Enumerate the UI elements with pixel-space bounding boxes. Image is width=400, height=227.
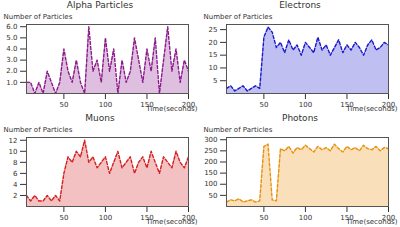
svg-text:15: 15 [209,51,218,59]
svg-text:6: 6 [13,170,18,178]
svg-text:5.0: 5.0 [6,34,17,42]
svg-text:50: 50 [259,214,268,222]
svg-text:100: 100 [99,101,112,109]
svg-text:10: 10 [9,148,18,156]
html-text:Alpha Particles: Alpha Particles [66,0,134,10]
svg-text:Number of Particles: Number of Particles [4,13,73,21]
svg-text:4.0: 4.0 [6,45,17,53]
svg-text:Number of Particles: Number of Particles [4,126,73,134]
svg-text:250: 250 [204,147,217,155]
html-text:Electrons: Electrons [279,0,321,10]
svg-text:8: 8 [13,159,17,167]
svg-text:5: 5 [213,77,217,85]
svg-text:Time(seconds): Time(seconds) [345,218,397,226]
svg-text:50: 50 [59,214,68,222]
svg-text:Time(seconds): Time(seconds) [345,105,397,113]
svg-text:2: 2 [13,192,17,200]
html-text:Muons: Muons [85,113,115,123]
svg-text:Number of Particles: Number of Particles [204,13,273,21]
svg-text:50: 50 [59,101,68,109]
svg-text:50: 50 [259,101,268,109]
html-text:Photons: Photons [282,113,318,123]
svg-text:Time(seconds): Time(seconds) [145,105,197,113]
svg-text:Number of Particles: Number of Particles [204,126,273,134]
svg-text:3.0: 3.0 [6,56,17,64]
svg-text:1.0: 1.0 [6,79,17,87]
svg-text:100: 100 [204,180,217,188]
svg-text:Time(seconds): Time(seconds) [145,218,197,226]
svg-text:12: 12 [9,137,18,145]
svg-text:25: 25 [209,26,218,34]
svg-text:100: 100 [99,214,112,222]
svg-text:4: 4 [13,181,18,189]
svg-text:10: 10 [209,64,218,72]
svg-text:20: 20 [209,39,218,47]
svg-text:100: 100 [299,214,312,222]
svg-text:100: 100 [299,101,312,109]
svg-text:6.0: 6.0 [6,23,17,31]
svg-text:150: 150 [204,169,217,177]
svg-text:200: 200 [204,158,217,166]
svg-text:300: 300 [204,136,217,144]
svg-text:50: 50 [209,192,218,200]
svg-text:2.0: 2.0 [6,67,17,75]
